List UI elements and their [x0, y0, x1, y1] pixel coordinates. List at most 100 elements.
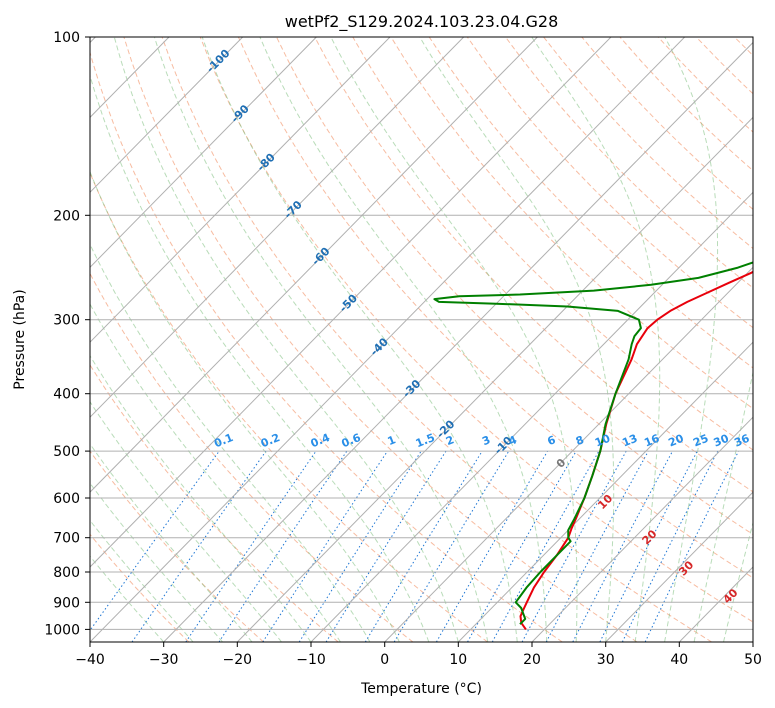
isotherm-gridline	[90, 37, 538, 493]
mixing-ratio-line	[393, 450, 510, 642]
isotherm-gridline	[752, 641, 753, 642]
mixing-ratio-label: 20	[667, 432, 686, 450]
x-tick-label: 10	[449, 652, 467, 668]
mixing-ratio-label: 6	[546, 433, 558, 448]
dewpoint-profile	[433, 261, 753, 625]
mixing-ratio-label: 0.2	[259, 431, 282, 450]
moist-adiabat	[330, 37, 578, 642]
x-tick-label: −30	[149, 652, 179, 668]
dry-adiabat	[657, 37, 753, 133]
x-tick-label: 40	[670, 652, 688, 668]
y-tick-label: 400	[53, 387, 80, 403]
dry-adiabat	[90, 450, 264, 642]
moist-adiabat	[90, 354, 312, 642]
moist-adiabat	[90, 170, 400, 642]
moist-adiabat	[90, 400, 282, 642]
mixing-ratio-line	[185, 450, 317, 642]
moist-adiabat	[419, 37, 615, 642]
grid	[90, 37, 753, 642]
moist-adiabat	[664, 37, 719, 642]
dry-adiabat	[390, 37, 753, 410]
isotherm-gridline	[90, 37, 686, 642]
mixing-ratio-label: 0.6	[340, 431, 363, 450]
series	[433, 261, 753, 630]
isotherm-gridline	[90, 37, 391, 343]
isotherm-gridline	[531, 416, 753, 642]
mixing-ratio-line	[90, 450, 220, 632]
isotherm-gridline	[605, 491, 753, 642]
isotherm-gridline	[90, 37, 244, 194]
mixing-ratio-line	[298, 450, 422, 642]
dry-adiabat	[428, 37, 753, 369]
dry-adiabat	[352, 37, 753, 451]
y-tick-label: 600	[53, 491, 80, 507]
mixing-ratio-line	[599, 450, 698, 642]
dry-adiabat	[619, 37, 753, 172]
dry-adiabat	[161, 37, 712, 642]
mixing-ratio-label: 0.1	[212, 431, 235, 450]
moist-adiabat	[723, 520, 753, 642]
mixing-ratio-line	[621, 450, 719, 642]
dry-adiabat	[90, 533, 190, 642]
mixing-ratio-label: 3	[480, 433, 492, 448]
dry-adiabat	[90, 364, 339, 642]
y-axis-title: Pressure (hPa)	[12, 289, 28, 389]
mixing-ratio-line	[218, 450, 348, 642]
mixing-ratio-line	[435, 450, 549, 642]
mixing-ratio-label: 2	[444, 433, 456, 448]
mixing-ratio-line	[325, 450, 447, 642]
chart-title: wetPf2_S129.2024.103.23.04.G28	[285, 12, 559, 32]
y-tick-label: 800	[53, 565, 80, 581]
isotherm-gridline	[236, 116, 753, 642]
dry-adiabat	[505, 37, 753, 289]
isotherm-gridline	[90, 37, 612, 568]
moist-adiabat	[90, 482, 223, 642]
moist-adiabat	[90, 303, 341, 642]
mixing-ratio-line	[572, 450, 674, 642]
mixing-ratio-label: 8	[574, 433, 586, 448]
mixing-ratio-label: 36	[732, 432, 751, 450]
y-axis: 100 200 300 400 500 600 700 800 900 1000	[44, 30, 90, 638]
moist-adiabat	[90, 555, 165, 642]
x-tick-label: 0	[380, 652, 389, 668]
y-tick-label: 500	[53, 444, 80, 460]
mixing-ratio-line	[521, 450, 627, 642]
x-tick-label: −20	[223, 652, 253, 668]
mixing-ratio-line	[545, 450, 649, 642]
mixing-ratio-label: 13	[620, 432, 639, 450]
mixing-ratio-label: 10	[593, 432, 612, 450]
moist-adiabat	[201, 37, 518, 642]
isotherm-gridline	[678, 566, 753, 642]
isotherm-gridline	[457, 341, 753, 642]
isotherm-gridline	[163, 41, 753, 642]
dry-adiabat	[734, 37, 753, 57]
mixing-ratio-label: 16	[642, 432, 661, 450]
dry-adiabat	[276, 37, 753, 536]
x-tick-label: 20	[523, 652, 541, 668]
dry-adiabat	[466, 37, 753, 329]
moist-adiabat-label: 10	[595, 492, 615, 512]
dry-adiabat	[237, 37, 753, 579]
isotherm-gridline	[90, 37, 317, 269]
y-tick-label: 700	[53, 531, 80, 547]
dry-adiabat	[90, 272, 414, 642]
moist-adiabat	[90, 73, 430, 642]
mixing-ratio-line	[262, 450, 388, 642]
moist-adiabat	[90, 243, 371, 642]
isotherm-gridline	[384, 266, 753, 642]
mixing-ratio-label: 30	[712, 432, 731, 450]
moist-adiabat	[90, 443, 253, 642]
moist-adiabat	[531, 37, 661, 642]
dry-adiabat	[314, 37, 753, 493]
dry-adiabat	[543, 37, 753, 250]
mixing-ratio-label: 25	[691, 432, 710, 450]
dry-adiabat	[695, 37, 753, 95]
plot-frame	[89, 36, 754, 643]
dry-adiabat	[199, 37, 753, 623]
mixing-ratio-line	[364, 450, 483, 642]
isotherm-gridline	[310, 191, 753, 642]
y-tick-label: 900	[53, 595, 80, 611]
x-tick-label: 30	[597, 652, 615, 668]
dry-adiabat	[581, 37, 753, 210]
